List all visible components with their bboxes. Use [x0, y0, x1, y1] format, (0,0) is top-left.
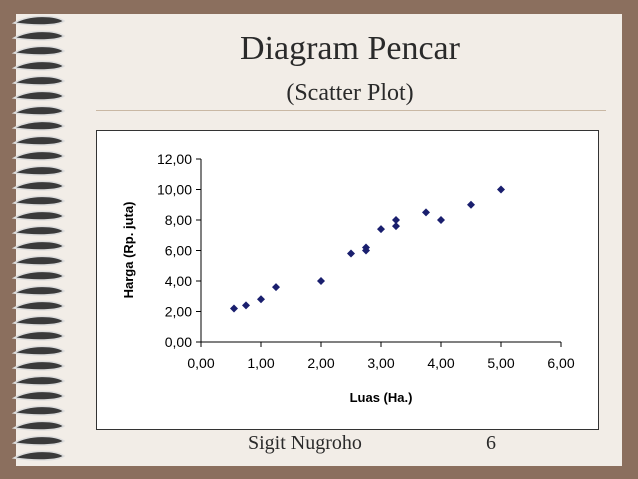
- y-tick-label: 10,00: [157, 182, 192, 198]
- data-point: [347, 249, 355, 258]
- binding-ring: [11, 300, 66, 311]
- x-tick-label: 6,00: [547, 355, 574, 371]
- binding-ring: [11, 120, 66, 131]
- data-point: [272, 283, 280, 292]
- binding-ring: [11, 165, 66, 176]
- x-tick-label: 3,00: [367, 355, 394, 371]
- binding-ring: [11, 150, 66, 161]
- binding-ring: [11, 240, 66, 251]
- data-point: [422, 208, 430, 217]
- binding-ring: [11, 405, 66, 416]
- footer-page-number: 6: [486, 432, 496, 454]
- slide-subtitle: (Scatter Plot): [286, 80, 414, 106]
- slide-title: Diagram Pencar: [240, 30, 460, 67]
- y-tick-label: 0,00: [165, 334, 192, 350]
- chart-frame: 0,00 2,00 4,00 6,00 8,00 10,00 12,00 0,00 1,00 2…: [96, 130, 599, 430]
- binding-ring: [11, 255, 66, 266]
- x-axis-label: Luas (Ha.): [350, 390, 413, 405]
- binding-ring: [11, 30, 66, 41]
- data-point: [362, 243, 370, 252]
- binding-ring: [11, 105, 66, 116]
- binding-ring: [11, 225, 66, 236]
- x-tick-label: 5,00: [487, 355, 514, 371]
- data-point: [437, 216, 445, 224]
- binding-ring: [11, 15, 66, 26]
- binding-ring: [11, 360, 66, 371]
- data-point: [392, 222, 400, 231]
- data-point: [317, 277, 325, 285]
- binding-ring: [11, 195, 66, 206]
- binding-ring: [11, 180, 66, 191]
- binding-ring: [11, 420, 66, 431]
- binding-ring: [11, 90, 66, 101]
- binding-ring: [11, 450, 66, 461]
- title-divider: [96, 110, 606, 111]
- x-tick-label: 4,00: [427, 355, 454, 371]
- binding-ring: [11, 45, 66, 56]
- scatter-chart: 0,00 2,00 4,00 6,00 8,00 10,00 12,00 0,00 1,00 2…: [121, 151, 575, 405]
- spiral-binding: [11, 15, 66, 461]
- y-tick-label: 4,00: [165, 273, 192, 289]
- binding-ring: [11, 330, 66, 341]
- binding-ring: [11, 390, 66, 401]
- binding-ring: [11, 345, 66, 356]
- binding-ring: [11, 75, 66, 86]
- binding-ring: [11, 435, 66, 446]
- data-point: [467, 200, 475, 209]
- data-point: [497, 185, 505, 194]
- binding-ring: [11, 375, 66, 386]
- y-tick-label: 8,00: [165, 212, 192, 228]
- x-tick-label: 1,00: [247, 355, 274, 371]
- data-point: [257, 295, 265, 304]
- binding-ring: [11, 135, 66, 146]
- y-tick-label: 6,00: [165, 243, 192, 259]
- binding-ring: [11, 285, 66, 296]
- x-tick-label: 0,00: [187, 355, 214, 371]
- binding-ring: [11, 315, 66, 326]
- binding-ring: [11, 60, 66, 71]
- data-point: [242, 301, 250, 310]
- binding-ring: [11, 270, 66, 281]
- data-point: [230, 304, 238, 313]
- data-point: [377, 225, 385, 234]
- y-tick-label: 12,00: [157, 151, 192, 167]
- x-tick-label: 2,00: [307, 355, 334, 371]
- y-axis-label: Harga (Rp. juta): [121, 202, 136, 299]
- y-tick-label: 2,00: [165, 304, 192, 320]
- footer-author: Sigit Nugroho: [248, 432, 362, 454]
- binding-ring: [11, 210, 66, 221]
- data-point: [392, 216, 400, 224]
